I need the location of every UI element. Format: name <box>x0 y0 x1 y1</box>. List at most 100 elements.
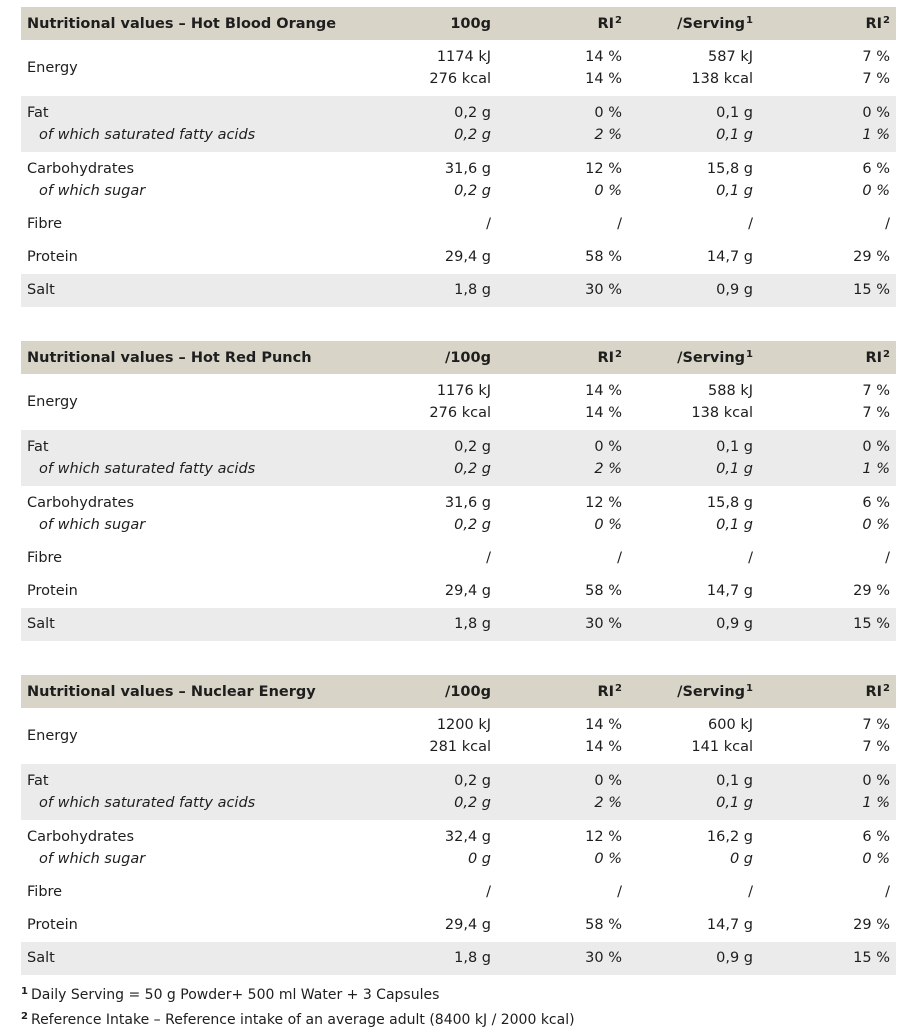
footnote-mark: 2 <box>883 349 890 360</box>
value-per-serving-main: 15,8 g <box>706 494 753 511</box>
footnote-mark: 1 <box>746 15 753 26</box>
ri-per-serving: / <box>885 216 890 233</box>
footnote-mark: 2 <box>615 15 622 26</box>
row-carbs: Carbohydrates of which sugar 31,6 g 0,2 g 12… <box>21 152 896 208</box>
ri-per-serving-sub: 0 % <box>862 183 890 199</box>
value-per-100g: 1,8 g <box>454 950 491 967</box>
value-per-100g-sub: 0,2 g <box>454 127 491 143</box>
ri-per-serving: 15 % <box>853 282 890 299</box>
row-label: Energy <box>21 374 402 430</box>
col-per-100g: 100g <box>450 15 491 32</box>
nutrition-table: Nutritional values – Hot Blood Orange 100… <box>21 7 896 307</box>
row-label: Carbohydrates of which sugar <box>21 820 402 876</box>
table-title: Nutritional values – Hot Blood Orange <box>27 15 337 32</box>
ri-per-100g: 14 % 14 % <box>497 374 628 430</box>
nutrient-sub-name: of which saturated fatty acids <box>39 461 256 477</box>
value-per-100g: 1174 kJ 276 kcal <box>402 40 497 96</box>
value-per-serving-sub: 0,1 g <box>716 795 753 811</box>
col-ri-label: RI <box>597 350 615 366</box>
row-carbs: Carbohydrates of which sugar 31,6 g 0,2 g 12… <box>21 486 896 542</box>
nutrient-name: Fat <box>27 772 49 789</box>
ri-per-100g: 12 % 0 % <box>497 486 628 542</box>
row-label: Fat of which saturated fatty acids <box>21 430 402 486</box>
value-per-serving: / <box>748 884 753 901</box>
value-per-serving-sub: 0,1 g <box>716 461 753 477</box>
ri-per-serving-main: 6 % <box>862 494 890 511</box>
col-ri-serving-label: RI <box>865 16 883 32</box>
footnote-text: Daily Serving = 50 g Powder+ 500 ml Wate… <box>30 987 440 1003</box>
ri-per-100g: 12 % 0 % <box>497 820 628 876</box>
footnote-mark: 2 <box>883 683 890 694</box>
row-salt: Salt 1,8 g 30 % 0,9 g 15 % <box>21 942 896 975</box>
value-per-serving: / <box>748 550 753 567</box>
footnote-mark: 2 <box>883 15 890 26</box>
ri-per-100g: 30 % <box>585 616 622 633</box>
col-ri: RI2 <box>497 341 628 374</box>
ri-per-100g: 58 % <box>585 249 622 266</box>
ri-per-serving: / <box>885 884 890 901</box>
value-per-100g-sub: 0 g <box>467 851 491 867</box>
ri-per-100g-sub: 2 % <box>594 127 622 143</box>
col-per-serving-label: /Serving <box>677 350 746 366</box>
value-per-serving: 600 kJ 141 kcal <box>628 708 759 764</box>
nutrient-name: Energy <box>27 59 78 76</box>
nutrient-name: Salt <box>27 282 55 299</box>
ri-per-100g: / <box>617 216 622 233</box>
row-label: Carbohydrates of which sugar <box>21 486 402 542</box>
row-label: Fat of which saturated fatty acids <box>21 96 402 152</box>
ri-per-serving: 29 % <box>853 917 890 934</box>
value-per-100g-main: 0,2 g <box>454 438 491 455</box>
ri-per-100g-main: 12 % <box>585 160 622 177</box>
nutrient-name: Fibre <box>27 550 63 567</box>
value-per-serving-sub: 138 kcal <box>691 71 753 87</box>
nutrient-name: Fibre <box>27 216 63 233</box>
value-per-100g-main: 0,2 g <box>454 104 491 121</box>
value-per-serving: 0,9 g <box>716 616 753 633</box>
ri-per-100g: 30 % <box>585 282 622 299</box>
nutrient-sub-name: of which saturated fatty acids <box>39 795 256 811</box>
value-per-serving: 0,9 g <box>716 950 753 967</box>
ri-per-100g: 58 % <box>585 583 622 600</box>
value-per-serving-sub: 0,1 g <box>716 127 753 143</box>
row-label: Carbohydrates of which sugar <box>21 152 402 208</box>
value-per-serving-sub: 0,1 g <box>716 183 753 199</box>
row-fibre: Fibre / / / / <box>21 542 896 575</box>
nutrient-name: Carbohydrates <box>27 160 135 177</box>
ri-per-serving-main: 7 % <box>862 716 890 733</box>
ri-per-serving-sub: 7 % <box>862 739 890 755</box>
value-per-serving: 16,2 g 0 g <box>628 820 759 876</box>
footnote-text: Reference Intake – Reference intake of a… <box>30 1012 575 1028</box>
row-energy: Energy 1176 kJ 276 kcal 14 % 14 % 588 kJ 138 k… <box>21 374 896 430</box>
ri-per-100g-sub: 2 % <box>594 461 622 477</box>
value-per-100g-main: 1174 kJ <box>436 48 491 65</box>
table-title: Nutritional values – Hot Red Punch <box>27 349 312 366</box>
value-per-100g-sub: 0,2 g <box>454 183 491 199</box>
ri-per-serving-main: 0 % <box>862 772 890 789</box>
col-ri-serving: RI2 <box>759 675 896 708</box>
value-per-100g: 1200 kJ 281 kcal <box>402 708 497 764</box>
nutrient-name: Fat <box>27 104 49 121</box>
ri-per-serving-sub: 1 % <box>862 127 890 143</box>
value-per-100g-sub: 276 kcal <box>429 71 491 87</box>
col-ri-serving: RI2 <box>759 341 896 374</box>
nutrient-name: Salt <box>27 950 55 967</box>
value-per-serving-main: 587 kJ <box>708 48 753 65</box>
ri-per-100g-sub: 14 % <box>585 405 622 421</box>
ri-per-serving-sub: 1 % <box>862 461 890 477</box>
value-per-serving-main: 0,1 g <box>716 772 753 789</box>
col-per-serving: /Serving1 <box>628 7 759 40</box>
value-per-100g-sub: 0,2 g <box>454 461 491 477</box>
col-ri-serving-label: RI <box>865 684 883 700</box>
value-per-serving-main: 0,1 g <box>716 438 753 455</box>
table-header-row: Nutritional values – Nuclear Energy/100g… <box>21 675 896 708</box>
ri-per-serving: / <box>885 550 890 567</box>
col-per-100g: /100g <box>445 683 491 700</box>
row-fibre: Fibre / / / / <box>21 208 896 241</box>
ri-per-100g-main: 0 % <box>594 104 622 121</box>
value-per-100g-sub: 281 kcal <box>429 739 491 755</box>
value-per-serving-sub: 0,1 g <box>716 517 753 533</box>
value-per-100g: 0,2 g 0,2 g <box>402 96 497 152</box>
row-label: Fat of which saturated fatty acids <box>21 764 402 820</box>
ri-per-100g: 14 % 14 % <box>497 708 628 764</box>
col-ri: RI2 <box>497 675 628 708</box>
